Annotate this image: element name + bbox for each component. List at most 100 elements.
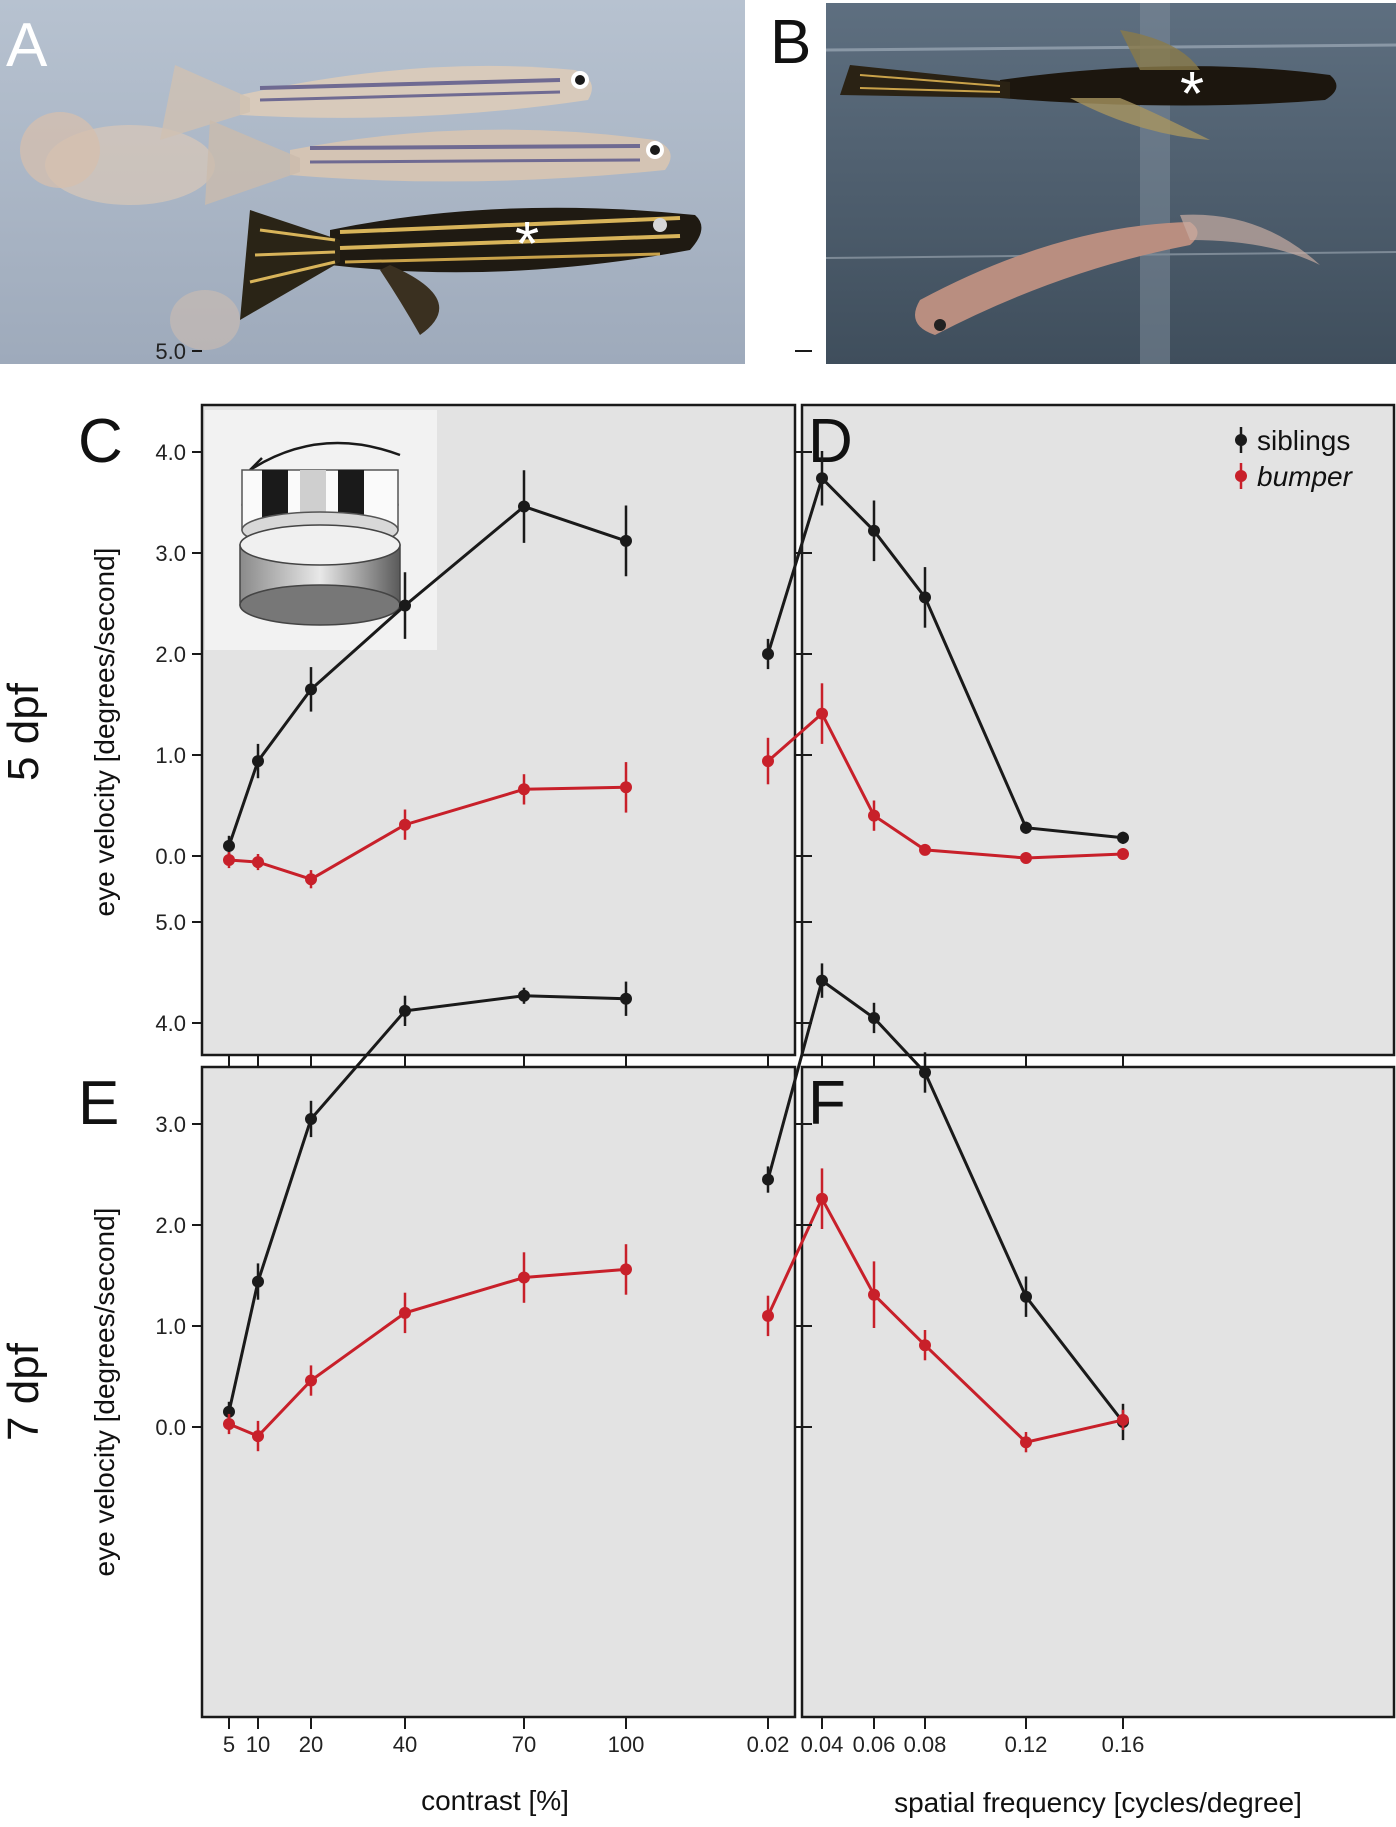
x-tick-label: 0.08: [904, 1732, 947, 1757]
series-bumper-c: [223, 762, 632, 889]
data-point: [223, 839, 235, 852]
photo-letter-b: B: [770, 8, 811, 77]
data-point: [1117, 831, 1129, 844]
series-siblings-e: [223, 981, 632, 1422]
legend-label-bumper: bumper: [1257, 461, 1354, 492]
x-tick-label: 70: [512, 1732, 536, 1757]
x-tick-label: 0.06: [853, 1732, 896, 1757]
optokinetic-drum-inset: [205, 410, 437, 650]
x-tick-label: 0.16: [1102, 1732, 1145, 1757]
series-line-bumper: [766, 1195, 1124, 1444]
data-point: [919, 1066, 931, 1079]
data-point: [816, 707, 828, 720]
series-siblings-c: [223, 470, 632, 856]
data-point: [868, 1288, 880, 1301]
x-tick-label: 100: [608, 1732, 645, 1757]
data-point: [305, 1113, 317, 1125]
series-line-siblings: [766, 475, 1124, 840]
data-point: [305, 873, 317, 886]
y-tick-label: 0.0: [155, 844, 186, 869]
data-point: [223, 1405, 235, 1418]
y-tick-label: 3.0: [155, 541, 186, 566]
data-point: [816, 1192, 828, 1205]
series-siblings-d: [762, 451, 1129, 844]
data-point: [252, 1275, 264, 1288]
data-point: [252, 856, 264, 869]
x-axis-title-spatial: spatial frequency [cycles/degree]: [894, 1787, 1302, 1818]
data-point: [620, 1263, 632, 1276]
data-point: [919, 1339, 931, 1352]
data-point: [1117, 848, 1129, 860]
y-tick-label: 2.0: [155, 642, 186, 667]
data-point: [1117, 1413, 1129, 1426]
zebrafish-wildtype-2: [205, 120, 671, 205]
x-axis-ticks-spatial: 0.02 0.04 0.06 0.08 0.12 0.16: [747, 1055, 1145, 1757]
x-tick-label: 5: [223, 1732, 235, 1757]
data-point: [620, 781, 632, 794]
legend-marker-siblings: [1235, 434, 1247, 446]
data-point: [252, 1430, 264, 1443]
y-tick-label: 4.0: [155, 1011, 186, 1036]
data-point: [816, 472, 828, 485]
data-point: [1020, 1290, 1032, 1303]
plot-panel-f: F: [762, 963, 1396, 1719]
data-point: [762, 755, 774, 768]
y-axis-ticks-top: 0.0 1.0 2.0 3.0 4.0 5.0: [155, 339, 812, 869]
data-point: [868, 524, 880, 537]
series-line-siblings: [227, 994, 627, 1413]
data-point: [762, 648, 774, 660]
y-tick-label: 0.0: [155, 1415, 186, 1440]
legend: siblings bumper: [1235, 425, 1354, 492]
x-tick-label: 10: [246, 1732, 270, 1757]
data-point: [399, 818, 411, 831]
panel-letter-c: C: [78, 407, 123, 476]
x-axis-title-contrast: contrast [%]: [421, 1785, 569, 1816]
panel-letter-f: F: [808, 1069, 846, 1138]
series-line-siblings: [227, 504, 627, 847]
x-tick-label: 40: [393, 1732, 417, 1757]
data-point: [620, 992, 632, 1005]
data-point: [1020, 852, 1032, 864]
data-point: [518, 989, 530, 1002]
data-point: [399, 1004, 411, 1017]
plot-panel-c: C: [78, 403, 797, 1057]
series-bumper-d: [762, 683, 1129, 864]
data-point: [816, 974, 828, 987]
data-point: [620, 534, 632, 547]
panel-d-background: [800, 403, 1396, 1057]
panel-letter-d: D: [808, 407, 853, 476]
bumper-marker-a: *: [515, 210, 539, 279]
data-point: [223, 854, 235, 866]
data-point: [762, 1173, 774, 1186]
series-line-bumper: [767, 711, 1124, 860]
data-point: [305, 683, 317, 696]
data-point: [223, 1418, 235, 1430]
data-point: [399, 1306, 411, 1319]
y-tick-label: 1.0: [155, 743, 186, 768]
data-point: [762, 1309, 774, 1322]
zebrafish-bumper-adult-b: [840, 30, 1337, 140]
data-point: [868, 809, 880, 822]
y-tick-label: 1.0: [155, 1314, 186, 1339]
y-tick-label: 5.0: [155, 339, 186, 364]
x-tick-label: 20: [299, 1732, 323, 1757]
zebrafish-wildtype-b: [915, 214, 1320, 335]
data-point: [1020, 821, 1032, 834]
data-point: [518, 500, 530, 513]
photo-panel-b: B *: [770, 3, 1396, 364]
photo-panel-a: A *: [0, 0, 745, 364]
data-point: [919, 843, 931, 856]
x-axis-ticks-contrast: 5 10 20 40 70 100: [223, 1055, 644, 1757]
legend-marker-bumper: [1235, 470, 1247, 482]
zebrafish-bumper-adult: [240, 207, 702, 335]
data-point: [518, 783, 530, 796]
y-tick-label: 5.0: [155, 910, 186, 935]
data-point: [1020, 1436, 1032, 1449]
x-tick-label: 0.12: [1005, 1732, 1048, 1757]
y-axis-ticks-bottom: 0.0 1.0 2.0 3.0 4.0 5.0: [155, 910, 812, 1440]
series-bumper-e: [223, 1244, 632, 1452]
data-point: [868, 1012, 880, 1024]
y-tick-label: 4.0: [155, 440, 186, 465]
y-tick-label: 3.0: [155, 1112, 186, 1137]
plot-panel-d: D siblings bumper: [762, 403, 1396, 1057]
